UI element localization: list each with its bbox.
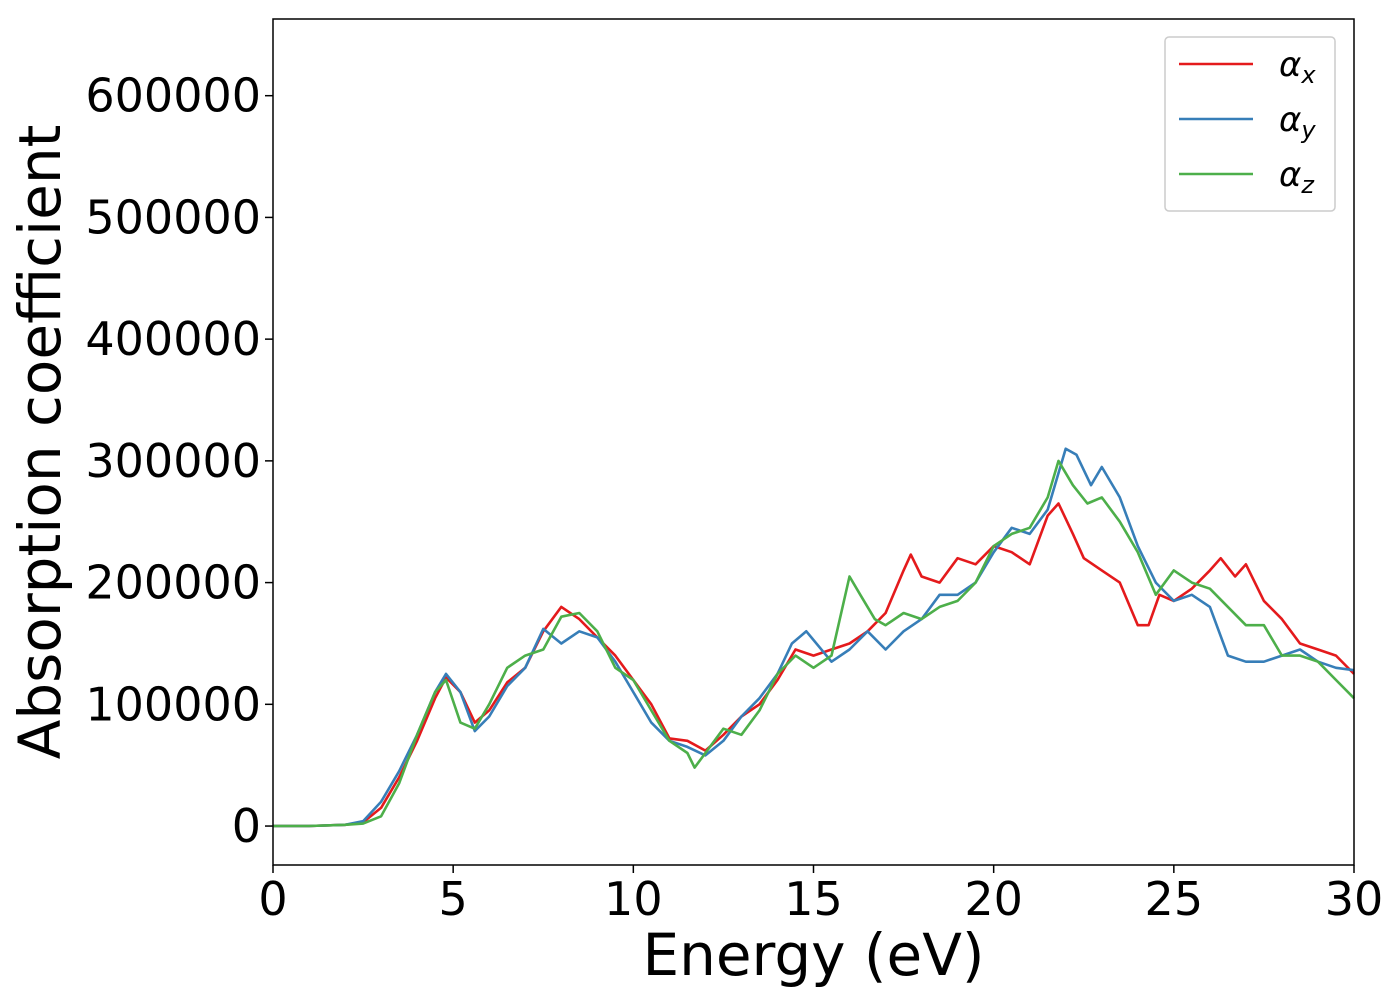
ticks-layer: 0 5 10 15 20 25 30 0 100000 200000 300000 400000 500… [85, 69, 1383, 926]
x-tick-label: 5 [439, 872, 468, 926]
x-tick-label: 30 [1325, 872, 1384, 926]
series-layer [273, 447, 1355, 828]
x-tick-label: 25 [1145, 872, 1204, 926]
legend-box [1164, 36, 1336, 212]
y-tick-label: 200000 [85, 556, 261, 610]
y-tick-label: 400000 [85, 312, 261, 366]
x-axis-title: Energy (eV) [642, 921, 984, 989]
series-line-z [273, 459, 1355, 828]
y-tick-label: 500000 [85, 190, 261, 244]
x-tick-label: 20 [964, 872, 1023, 926]
series-line-y [273, 447, 1355, 828]
x-tick-label: 10 [604, 872, 663, 926]
y-tick-label: 100000 [85, 677, 261, 731]
x-tick-label: 15 [784, 872, 843, 926]
y-tick-label: 600000 [85, 69, 261, 123]
x-tick-label: 0 [258, 872, 287, 926]
y-axis-title: Absorption coefficient [6, 125, 74, 760]
y-tick-label: 300000 [85, 434, 261, 488]
series-line-x [273, 502, 1355, 828]
y-tick-label: 0 [232, 799, 261, 853]
